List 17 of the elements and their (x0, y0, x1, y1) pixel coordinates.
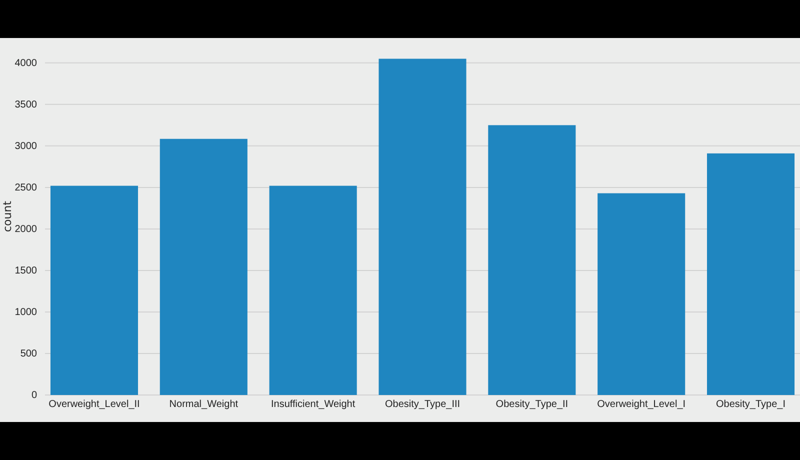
x-tick-label: Normal_Weight (169, 399, 238, 410)
y-axis-title: count (1, 200, 14, 232)
x-tick-label: Obesity_Type_I (716, 399, 786, 410)
x-tick-label: Obesity_Type_II (496, 399, 568, 410)
y-tick-label: 500 (20, 348, 38, 360)
y-tick-label: 2500 (14, 182, 38, 194)
x-tick-label: Overweight_Level_I (597, 399, 686, 410)
y-tick-label: 4000 (14, 58, 38, 70)
x-tick-label: Obesity_Type_III (384, 399, 460, 410)
y-tick-label: 3500 (14, 100, 38, 111)
x-tick-label: Insufficient_Weight (271, 399, 356, 410)
y-tick-label: 1500 (14, 266, 38, 277)
y-tick-label: 3000 (14, 141, 38, 152)
y-tick-label: 1000 (14, 307, 38, 318)
x-tick-label: Overweight_Level_II (48, 399, 140, 410)
y-tick-label: 2000 (14, 224, 38, 236)
y-tick-label: 0 (31, 390, 38, 402)
